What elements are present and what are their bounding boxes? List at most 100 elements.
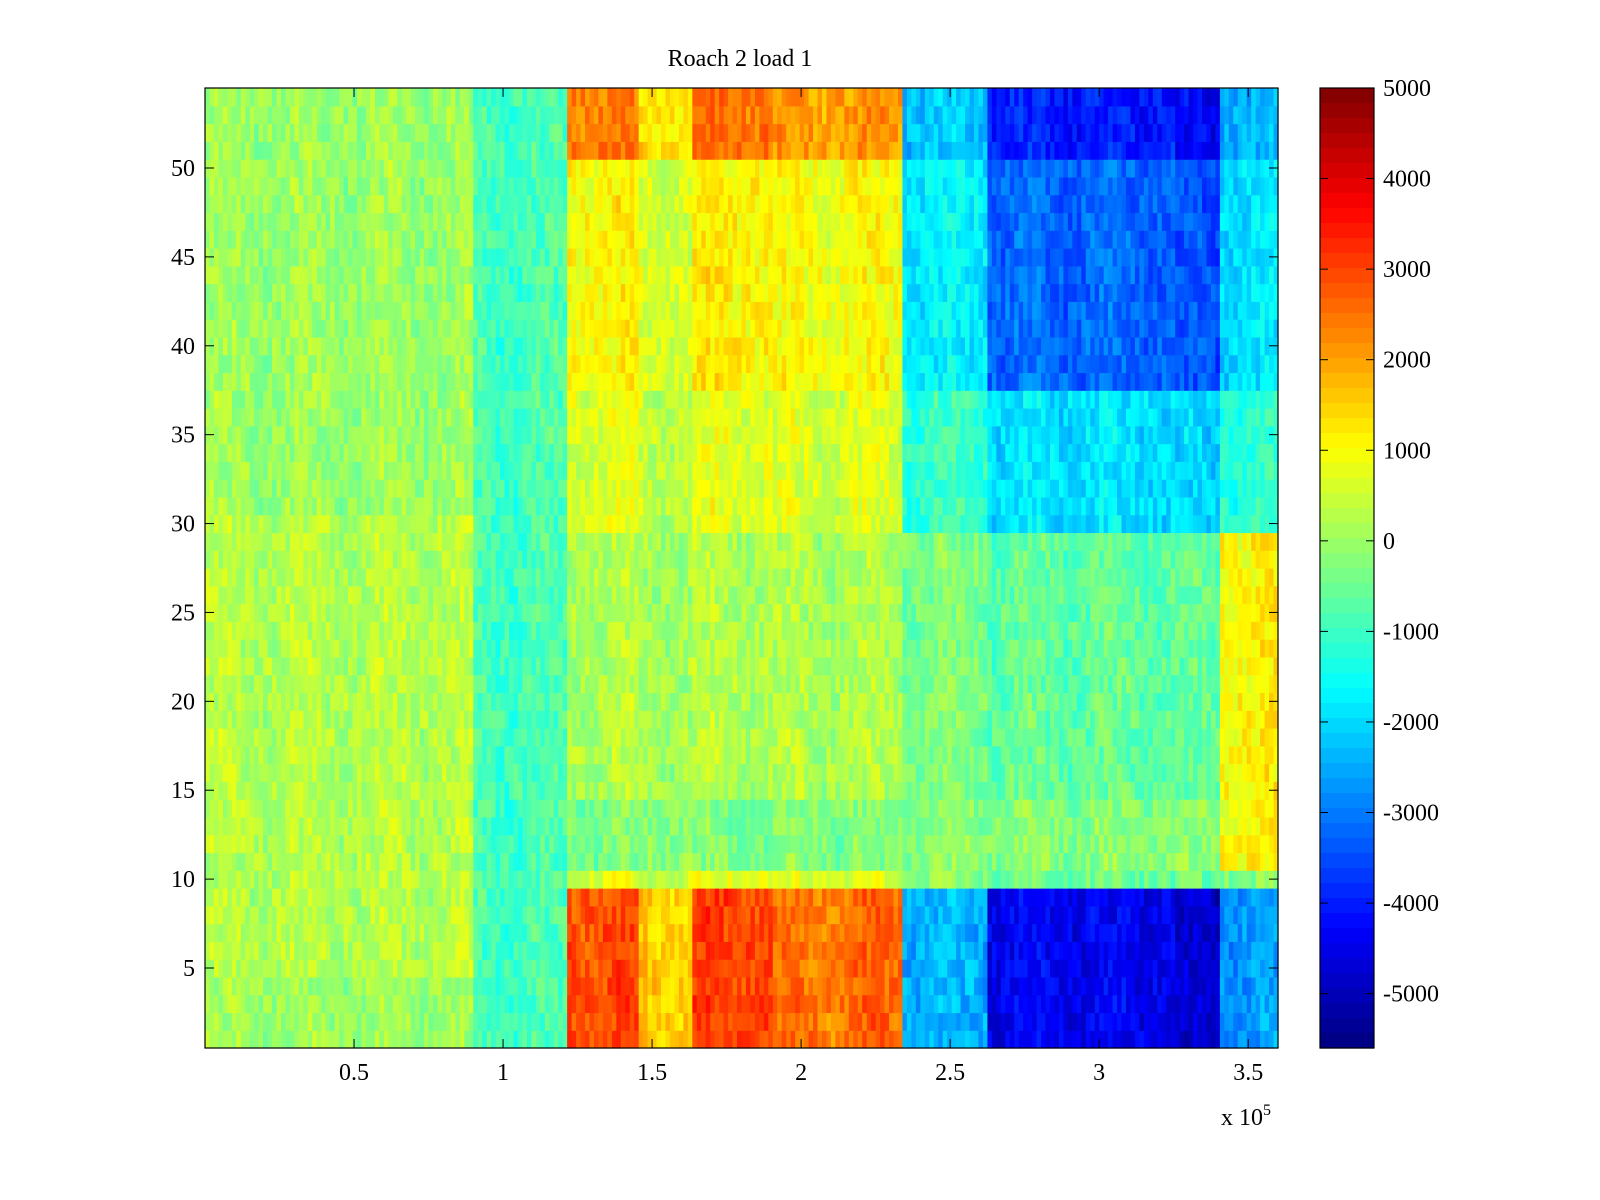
heatmap-cell	[1260, 710, 1266, 729]
heatmap-cell	[893, 745, 899, 765]
heatmap-cell	[719, 870, 725, 889]
heatmap-cell	[629, 834, 635, 854]
heatmap-cell	[853, 1012, 859, 1031]
heatmap-cell	[1099, 763, 1105, 782]
heatmap-cell	[804, 834, 810, 854]
heatmap-cell	[1161, 888, 1167, 907]
heatmap-cell	[357, 976, 363, 996]
heatmap-cell	[620, 816, 626, 836]
heatmap-cell	[683, 1030, 689, 1049]
heatmap-cell	[1018, 888, 1024, 907]
heatmap-cell	[598, 834, 604, 854]
heatmap-cell	[1027, 959, 1033, 978]
heatmap-cell	[361, 852, 367, 871]
heatmap-cell	[549, 994, 555, 1014]
heatmap-cell	[330, 834, 336, 854]
heatmap-cell	[929, 781, 935, 800]
heatmap-cell	[1045, 852, 1051, 871]
heatmap-cell	[571, 728, 577, 747]
heatmap-cell	[334, 799, 340, 818]
heatmap-cell	[674, 994, 680, 1014]
heatmap-cell	[307, 994, 313, 1014]
heatmap-cell	[446, 959, 452, 978]
heatmap-cell	[312, 1012, 318, 1031]
heatmap-cell	[1049, 834, 1056, 854]
heatmap-cell	[768, 976, 774, 996]
heatmap-cell	[1273, 923, 1279, 942]
heatmap-cell	[880, 710, 886, 729]
heatmap-cell	[625, 870, 631, 889]
heatmap-cell	[1148, 1012, 1154, 1031]
heatmap-cell	[330, 745, 336, 765]
heatmap-cell	[1000, 905, 1006, 925]
heatmap-cell	[428, 941, 434, 960]
heatmap-cell	[245, 905, 251, 925]
heatmap-cell	[1264, 728, 1270, 747]
heatmap-cell	[517, 816, 524, 836]
heatmap-cell	[433, 852, 439, 871]
heatmap-cell	[929, 692, 935, 711]
heatmap-cell	[1018, 692, 1024, 711]
heatmap-cell	[352, 799, 358, 818]
heatmap-cell	[1014, 674, 1020, 694]
heatmap-cell	[777, 923, 783, 942]
heatmap-cell	[419, 816, 425, 836]
heatmap-cell	[942, 834, 948, 854]
heatmap-cell	[938, 816, 944, 836]
heatmap-cell	[1210, 976, 1217, 996]
heatmap-cell	[276, 834, 282, 854]
heatmap-cell	[1063, 816, 1069, 836]
heatmap-cell	[607, 816, 613, 836]
heatmap-cell	[889, 1012, 895, 1031]
heatmap-cell	[701, 781, 707, 800]
heatmap-cell	[1161, 1012, 1167, 1031]
heatmap-cell	[1237, 994, 1243, 1014]
heatmap-cell	[397, 994, 403, 1014]
heatmap-cell	[799, 923, 805, 942]
heatmap-cell	[1108, 1030, 1114, 1049]
heatmap-cell	[571, 781, 577, 800]
heatmap-cell	[401, 870, 407, 889]
heatmap-cell	[1049, 852, 1056, 871]
heatmap-cell	[1032, 745, 1038, 765]
heatmap-cell	[1152, 728, 1158, 747]
heatmap-cell	[938, 745, 944, 765]
heatmap-cell	[817, 799, 823, 818]
heatmap-cell	[558, 905, 564, 925]
heatmap-cell	[745, 834, 752, 854]
heatmap-cell	[973, 816, 980, 836]
heatmap-cell	[370, 976, 376, 996]
heatmap-cell	[611, 941, 617, 960]
heatmap-cell	[589, 941, 595, 960]
heatmap-cell	[933, 994, 939, 1014]
heatmap-cell	[965, 816, 971, 836]
heatmap-cell	[938, 692, 944, 711]
heatmap-cell	[419, 923, 425, 942]
heatmap-cell	[1000, 692, 1006, 711]
heatmap-cell	[450, 1012, 456, 1031]
heatmap-cell	[750, 959, 756, 978]
heatmap-cell	[589, 781, 595, 800]
heatmap-cell	[388, 905, 394, 925]
heatmap-cell	[1197, 692, 1203, 711]
heatmap-cell	[553, 799, 559, 818]
heatmap-cell	[486, 905, 492, 925]
heatmap-cell	[1166, 763, 1172, 782]
heatmap-cell	[996, 763, 1002, 782]
heatmap-cell	[446, 905, 452, 925]
heatmap-cell	[374, 763, 380, 782]
heatmap-cell	[348, 976, 354, 996]
heatmap-cell	[289, 799, 296, 818]
heatmap-cell	[647, 834, 653, 854]
heatmap-cell	[540, 710, 546, 729]
heatmap-cell	[218, 781, 224, 800]
heatmap-cell	[996, 994, 1002, 1014]
heatmap-cell	[902, 852, 908, 871]
heatmap-cell	[254, 781, 260, 800]
heatmap-cell	[1067, 781, 1073, 800]
heatmap-cell	[365, 905, 372, 925]
heatmap-cell	[799, 781, 805, 800]
heatmap-cell	[205, 834, 211, 854]
heatmap-cell	[795, 1030, 801, 1049]
heatmap-cell	[750, 799, 756, 818]
